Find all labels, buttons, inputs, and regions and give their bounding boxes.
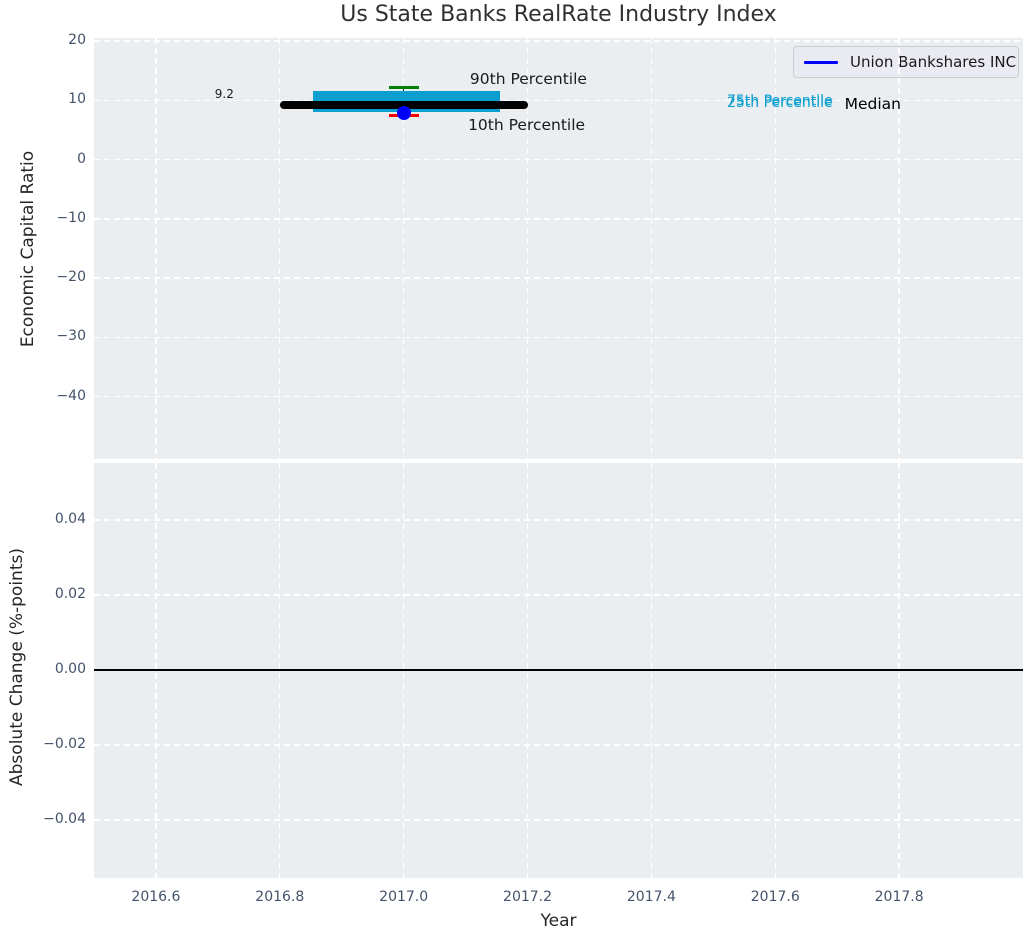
annotation-median: Median — [844, 94, 902, 113]
x-tick-label: 2017.4 — [626, 889, 676, 905]
x-tick-label: 2016.8 — [255, 889, 305, 905]
y-tick-label: 0.02 — [54, 585, 86, 602]
y-tick-label: −10 — [56, 209, 86, 226]
legend-line-icon — [804, 60, 838, 64]
x-gridline — [155, 38, 157, 459]
x-gridline — [526, 38, 529, 459]
annotation-90th-percentile: 90th Percentile — [469, 69, 587, 88]
x-gridline — [402, 38, 405, 459]
y-tick-label: 0 — [77, 150, 86, 167]
y-gridline — [94, 519, 1023, 521]
y-gridline — [94, 218, 1023, 220]
chart-title: Us State Banks RealRate Industry Index — [340, 2, 777, 27]
y-gridline — [94, 396, 1023, 398]
y-gridline — [94, 277, 1023, 279]
y-tick-label: −0.04 — [43, 810, 86, 827]
annotation-10th-percentile: 10th Percentile — [468, 115, 586, 134]
y-gridline — [94, 744, 1023, 746]
y-tick-label: 0.00 — [54, 660, 86, 677]
x-axis-label: Year — [540, 911, 577, 931]
top-y-axis-label: Economic Capital Ratio — [18, 150, 38, 348]
x-tick-label: 2016.6 — [131, 889, 181, 905]
y-tick-label: 20 — [68, 31, 86, 48]
y-gridline — [94, 40, 1023, 42]
top-plot-area — [94, 38, 1023, 459]
x-gridline — [898, 38, 900, 459]
y-gridline — [94, 594, 1023, 596]
y-tick-label: −40 — [56, 387, 86, 404]
median-line — [279, 101, 528, 109]
legend: Union Bankshares INC — [793, 46, 1019, 78]
x-tick-label: 2017.8 — [874, 889, 924, 905]
y-tick-label: 0.04 — [54, 510, 86, 527]
y-tick-label: −0.02 — [43, 735, 86, 752]
x-tick-label: 2017.0 — [379, 889, 429, 905]
x-tick-label: 2017.6 — [750, 889, 800, 905]
legend-label: Union Bankshares INC — [850, 53, 1017, 71]
company-data-point — [396, 106, 411, 120]
annotation-75th-percentile: 75th Percentile — [726, 92, 833, 109]
y-tick-label: −30 — [56, 328, 86, 345]
annotation-25th-percentile: 25th Percentile — [726, 94, 833, 111]
zero-line — [94, 668, 1023, 671]
y-gridline — [94, 158, 1023, 161]
p90-cap — [388, 85, 419, 89]
x-gridline — [279, 38, 281, 459]
x-gridline — [774, 38, 776, 459]
y-gridline — [94, 336, 1023, 339]
y-tick-label: −20 — [56, 269, 86, 286]
annotation-9-2: 9.2 — [214, 86, 234, 101]
y-gridline — [94, 99, 1023, 101]
x-gridline — [650, 38, 653, 459]
x-tick-label: 2017.2 — [503, 889, 553, 905]
y-tick-label: 10 — [68, 91, 86, 108]
y-gridline — [94, 819, 1023, 821]
bottom-y-axis-label: Absolute Change (%-points) — [7, 548, 27, 786]
